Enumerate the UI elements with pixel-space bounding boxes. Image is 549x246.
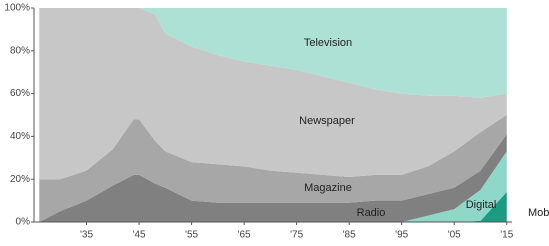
y-tick-label: 0% <box>16 217 31 228</box>
y-tick-label: 100% <box>4 3 30 14</box>
x-tick-label: '65 <box>238 230 251 241</box>
area <box>39 8 507 98</box>
series-label: Digital <box>466 199 497 211</box>
series-label: Newspaper <box>299 115 355 127</box>
series-label: Radio <box>357 207 386 219</box>
y-tick-label: 60% <box>10 88 30 99</box>
area <box>39 8 507 180</box>
x-tick-label: '05 <box>448 230 461 241</box>
area <box>39 115 507 222</box>
x-tick-label: '75 <box>290 230 303 241</box>
x-tick-label: '35 <box>80 230 93 241</box>
x-tick-label: '95 <box>395 230 408 241</box>
series-label: Magazine <box>304 182 352 194</box>
x-tick-label: '15 <box>500 230 513 241</box>
area <box>39 134 507 222</box>
series-label: Mobile <box>528 207 549 219</box>
x-tick-label: '55 <box>185 230 198 241</box>
x-tick-label: '85 <box>343 230 356 241</box>
x-tick-label: '45 <box>133 230 146 241</box>
area <box>39 151 507 222</box>
y-tick-label: 80% <box>10 45 30 56</box>
y-tick-label: 20% <box>10 174 30 185</box>
y-tick-label: 40% <box>10 131 30 142</box>
series-label: Television <box>304 37 352 49</box>
